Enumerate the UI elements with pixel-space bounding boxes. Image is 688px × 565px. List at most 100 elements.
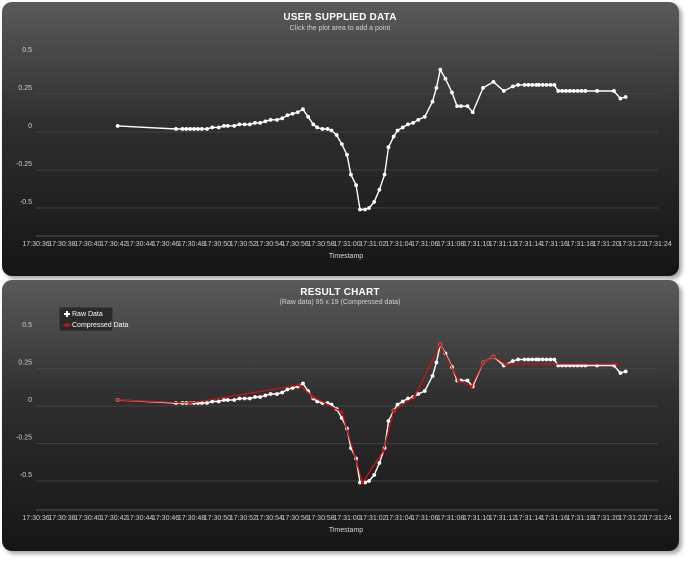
legend-label-raw-data: Raw Data [72, 311, 103, 318]
x-tick-label: 17:31:20 [593, 241, 620, 248]
compressed-data-point [340, 410, 344, 414]
chart-subtitle: Click the plot area to add a point [290, 25, 390, 32]
compressed-data-point [614, 362, 619, 366]
raw-data-point [329, 128, 334, 133]
raw-data-point [354, 183, 358, 188]
raw-data-point [315, 399, 320, 404]
x-tick-label: 17:31:10 [463, 241, 490, 248]
raw-data-point [372, 473, 377, 477]
user-supplied-data-chart[interactable]: USER SUPPLIED DATA Click the plot area t… [2, 2, 679, 276]
raw-data-point [348, 172, 353, 177]
raw-data-point [382, 172, 387, 177]
user-supplied-data-panel[interactable]: USER SUPPLIED DATA Click the plot area t… [2, 2, 679, 276]
raw-data-point [406, 396, 410, 401]
legend-item-raw-data[interactable]: Raw Data [64, 311, 103, 318]
raw-data-point [526, 357, 531, 362]
raw-data-point [544, 357, 549, 362]
raw-data-point [184, 127, 189, 131]
raw-data-point [567, 89, 572, 93]
x-tick-label: 17:30:40 [74, 515, 101, 522]
raw-data-point [595, 89, 599, 93]
raw-data-point [295, 110, 300, 115]
chart-subtitle: (Raw data) 95 x 19 (Compressed data) [280, 299, 401, 306]
x-tick-label: 17:31:16 [541, 515, 568, 522]
x-tick-label: 17:30:48 [178, 241, 205, 248]
compressed-data-point [297, 383, 301, 387]
raw-data-point [247, 122, 252, 127]
raw-data-point [237, 122, 242, 127]
x-tick-label: 17:30:44 [126, 241, 153, 248]
raw-data-point [623, 369, 628, 374]
raw-data-point [544, 82, 549, 87]
raw-data-point [358, 207, 362, 212]
x-tick-label: 17:30:56 [282, 241, 309, 248]
raw-data-point [434, 360, 439, 365]
y-tick-label: 0 [28, 123, 32, 130]
x-axis-title: Timestamp [329, 527, 363, 534]
x-tick-label: 17:30:42 [100, 241, 127, 248]
x-tick-label: 17:30:50 [204, 241, 231, 248]
x-tick-label: 17:30:44 [126, 515, 153, 522]
legend[interactable]: Raw Data Compressed Data [58, 306, 129, 333]
raw-data-point [481, 86, 485, 90]
legend-raw-marker [64, 311, 70, 317]
raw-data-point [221, 124, 226, 128]
legend-item-compressed-data[interactable]: Compressed Data [63, 322, 129, 329]
raw-data-point [618, 371, 623, 375]
raw-data-point [434, 86, 439, 90]
raw-data-point [618, 96, 623, 101]
raw-data-point [242, 122, 247, 127]
raw-data-point [443, 76, 448, 81]
raw-data-point [556, 89, 561, 93]
raw-data-point [548, 82, 553, 87]
raw-data-point [465, 104, 470, 109]
raw-data-point [339, 142, 344, 147]
compressed-data-point [311, 395, 315, 399]
raw-data-point [210, 125, 215, 130]
raw-data-line [117, 68, 626, 211]
raw-data-point [430, 99, 435, 104]
x-tick-label: 17:31:24 [644, 515, 671, 522]
raw-data-point [221, 398, 226, 402]
raw-data-point [263, 393, 268, 398]
raw-data-point [174, 127, 178, 131]
raw-data-point [199, 401, 204, 405]
x-tick-label: 17:30:36 [22, 515, 49, 522]
raw-data-point [491, 79, 496, 84]
raw-data-point [363, 207, 368, 212]
y-tick-label: -0.25 [16, 435, 32, 442]
x-tick-label: 17:31:14 [515, 515, 542, 522]
compressed-data-point [456, 378, 461, 383]
raw-data-point [363, 480, 368, 485]
x-tick-label: 17:30:58 [307, 241, 334, 248]
y-tick-label: 0.25 [18, 85, 32, 92]
raw-data-point [367, 479, 371, 483]
x-tick-label: 17:30:56 [282, 515, 309, 522]
raw-data-point [510, 359, 515, 363]
raw-data-point [540, 82, 545, 87]
compressed-data-point [412, 395, 416, 399]
raw-data-point [258, 395, 263, 399]
raw-data-point [263, 119, 268, 124]
x-tick-label: 17:30:52 [230, 515, 257, 522]
raw-data-point [455, 104, 460, 109]
compressed-data-point [188, 401, 192, 405]
raw-data-point [199, 127, 204, 131]
compressed-data-point [438, 342, 442, 347]
y-tick-label: -0.5 [20, 199, 32, 206]
grid [36, 55, 658, 209]
raw-data-point [571, 89, 576, 93]
raw-data-point [180, 127, 185, 131]
raw-data-point [377, 187, 382, 192]
raw-data-point [548, 357, 553, 362]
grid [36, 330, 658, 482]
raw-data-point [623, 95, 628, 99]
x-tick-label: 17:31:06 [411, 515, 438, 522]
x-tick-label: 17:30:38 [48, 241, 75, 248]
raw-data-point [411, 120, 415, 125]
raw-data-point [386, 419, 391, 423]
raw-data-point [325, 127, 330, 131]
result-chart-panel: RESULT CHART (Raw data) 95 x 19 (Compres… [2, 280, 679, 551]
raw-data-point [205, 127, 209, 131]
raw-data-point [358, 480, 362, 485]
